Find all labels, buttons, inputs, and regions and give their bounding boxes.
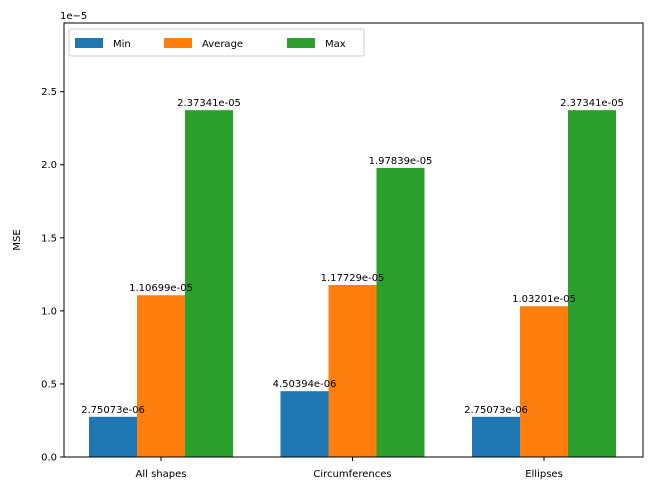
legend-label-min: Min [113, 39, 131, 50]
bar-min-2 [280, 391, 329, 457]
y-tick-label: 1.5 [41, 233, 57, 244]
data-label-min-3: 2.75073e-06 [464, 405, 528, 416]
legend-label-average: Average [202, 39, 243, 50]
data-label-min-1: 2.75073e-06 [81, 405, 145, 416]
y-tick-label: 1.0 [41, 306, 57, 317]
bar-min-3 [472, 416, 520, 457]
legend-box [68, 28, 365, 57]
bar-average-3 [520, 306, 568, 457]
y-axis: 0.0 0.5 1.0 1.5 2.0 2.5 [41, 87, 64, 464]
plot-frame [63, 22, 644, 458]
bar-min-1 [89, 416, 137, 457]
data-label-average-2: 1.17729e-05 [321, 273, 385, 284]
data-label-average-1: 1.10699e-05 [129, 283, 193, 294]
data-label-min-2: 4.50394e-06 [273, 379, 337, 390]
data-label-max-1: 2.37341e-05 [177, 98, 241, 109]
data-labels-layer: 2.75073e-06 4.50394e-06 2.75073e-06 1.10699… [81, 98, 624, 416]
data-label-max-3: 2.37341e-05 [560, 98, 624, 109]
bars-layer [89, 110, 616, 458]
y-tick-label: 0.0 [41, 453, 57, 464]
x-tick-label: Ellipses [525, 469, 563, 480]
y-tick-label: 2.0 [41, 160, 57, 171]
legend-swatch-max [287, 38, 315, 48]
y-axis-label: MSE [12, 229, 23, 250]
y-tick-label: 2.5 [41, 87, 57, 98]
legend-label-max: Max [325, 39, 346, 50]
data-label-max-2: 1.97839e-05 [369, 156, 433, 167]
y-axis-offset-label: 1e−5 [60, 11, 87, 22]
y-tick-label: 0.5 [41, 379, 57, 390]
bar-average-1 [137, 295, 185, 457]
x-axis: All shapes Circumferences Ellipses [136, 457, 563, 480]
data-label-average-3: 1.03201e-05 [512, 294, 576, 305]
bar-average-2 [328, 284, 377, 457]
bar-max-3 [568, 110, 616, 458]
legend: Min Average Max [68, 28, 365, 57]
x-tick-label: Circumferences [313, 469, 391, 480]
bar-max-1 [185, 110, 233, 458]
x-tick-label: All shapes [136, 469, 187, 480]
legend-swatch-min [75, 38, 103, 48]
legend-swatch-average [164, 38, 192, 48]
bar-max-2 [376, 167, 425, 458]
